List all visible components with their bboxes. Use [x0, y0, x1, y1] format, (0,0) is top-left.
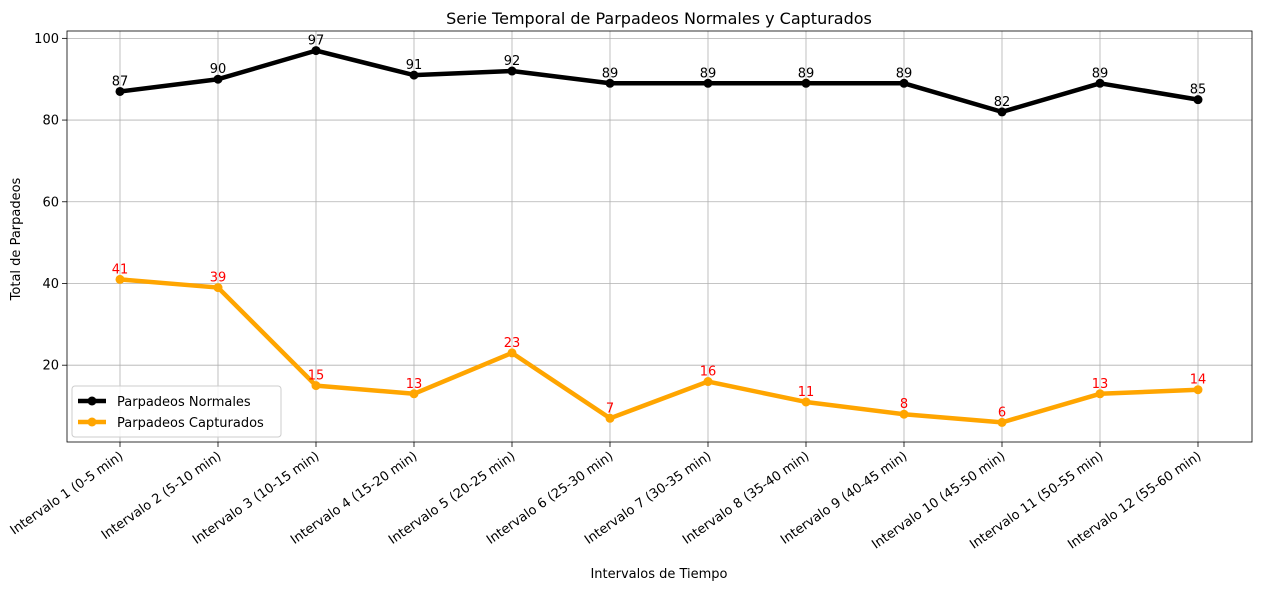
data-label: 16: [700, 365, 717, 380]
data-point: [1095, 389, 1105, 399]
data-label: 89: [602, 66, 619, 81]
data-label: 97: [308, 34, 325, 49]
data-point: [899, 78, 909, 88]
series-line: [119, 277, 1199, 425]
data-point: [507, 348, 517, 358]
series-group: 87 90 97 91 92 89 89 89 89 82 89 85 41 39 15 13 23 7 16 11 8…: [112, 34, 1207, 427]
data-label: 6: [998, 405, 1006, 420]
legend-entry-capturados: Parpadeos Capturados: [117, 416, 264, 431]
x-axis-label: Intervalos de Tiempo: [590, 567, 727, 582]
data-label: 92: [504, 54, 521, 69]
data-point: [605, 413, 615, 423]
data-label: 13: [406, 377, 423, 392]
data-label: 91: [406, 58, 423, 73]
data-point: [801, 397, 811, 407]
data-point: [311, 381, 321, 391]
series-line: [119, 48, 1199, 115]
data-label: 39: [210, 271, 227, 286]
axes: [66, 30, 1253, 443]
y-tick-label: 40: [42, 277, 59, 292]
plot-frame: [66, 30, 1253, 443]
legend-box: [71, 385, 282, 438]
data-point: [311, 46, 321, 56]
data-point: [899, 409, 909, 419]
legend-marker-normales: [87, 396, 97, 406]
data-label: 13: [1092, 377, 1109, 392]
data-point: [997, 417, 1007, 427]
data-point: [409, 389, 419, 399]
data-point: [703, 377, 713, 387]
data-label: 14: [1190, 373, 1207, 388]
data-label: 41: [112, 262, 129, 277]
data-label: 90: [210, 62, 227, 77]
y-tick-label: 60: [42, 195, 59, 210]
data-label: 89: [896, 66, 913, 81]
data-label: 89: [798, 66, 815, 81]
data-point: [115, 86, 125, 96]
data-point: [801, 78, 811, 88]
y-tick-label: 100: [34, 32, 59, 47]
data-label: 11: [798, 385, 815, 400]
data-label: 89: [1092, 66, 1109, 81]
data-label: 15: [308, 369, 325, 384]
y-axis-ticks: 20 40 60 80 100: [34, 32, 67, 374]
series-normales: 87 90 97 91 92 89 89 89 89 82 89 85: [112, 34, 1207, 117]
data-point: [115, 274, 125, 284]
data-label: 82: [994, 95, 1011, 110]
y-tick-label: 80: [42, 114, 59, 129]
data-point: [703, 78, 713, 88]
data-label: 23: [504, 336, 521, 351]
data-label: 7: [606, 401, 614, 416]
legend: Parpadeos Normales Parpadeos Capturados: [71, 385, 282, 438]
data-label: 89: [700, 66, 717, 81]
legend-marker-capturados: [87, 417, 97, 427]
y-tick-label: 20: [42, 359, 59, 374]
data-label: 8: [900, 397, 908, 412]
data-label: 87: [112, 74, 129, 89]
data-point: [1193, 95, 1203, 105]
data-point: [997, 107, 1007, 117]
data-label: 85: [1190, 83, 1207, 98]
data-point: [213, 74, 223, 84]
x-axis-ticks: Intervalo 1 (0-5 min)Intervalo 2 (5-10 m…: [8, 442, 1204, 553]
data-point: [1095, 78, 1105, 88]
data-point: [409, 70, 419, 80]
data-point: [507, 66, 517, 76]
legend-entry-normales: Parpadeos Normales: [117, 395, 251, 410]
data-point: [1193, 385, 1203, 395]
data-point: [213, 283, 223, 293]
data-point: [605, 78, 615, 88]
y-axis-label: Total de Parpadeos: [9, 177, 24, 301]
chart-title: Serie Temporal de Parpadeos Normales y C…: [446, 9, 872, 28]
series-capturados: 41 39 15 13 23 7 16 11 8 6 13 14: [112, 262, 1207, 427]
